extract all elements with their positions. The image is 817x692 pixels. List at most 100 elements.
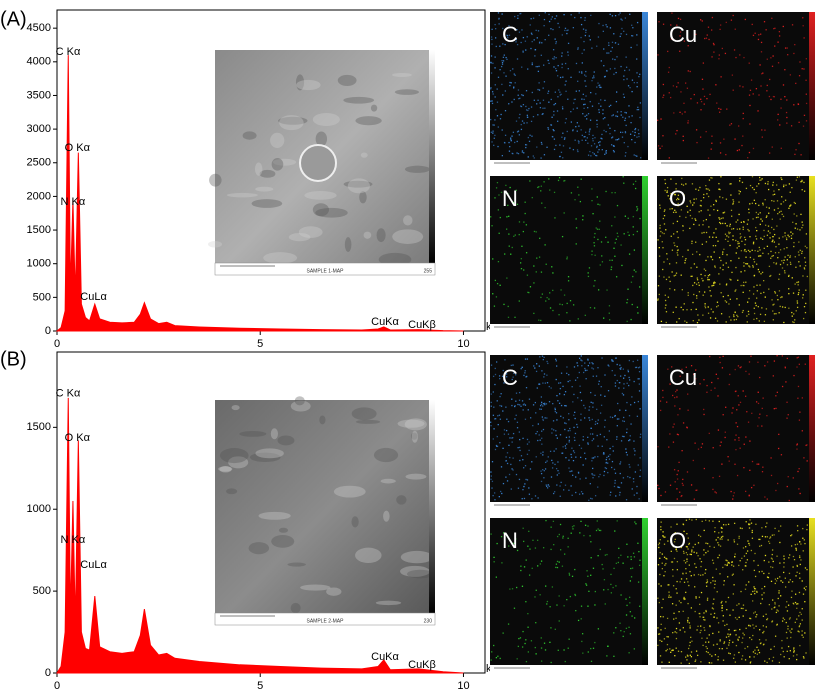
map-dot	[782, 620, 783, 621]
map-dot	[669, 433, 670, 434]
map-dot	[716, 102, 717, 103]
map-dot	[628, 371, 629, 372]
map-dot	[560, 94, 561, 95]
map-dot	[675, 183, 676, 184]
map-dot	[761, 178, 762, 179]
map-dot	[758, 392, 759, 393]
map-dot	[575, 610, 576, 611]
map-dot	[753, 560, 754, 561]
map-dot	[537, 89, 538, 90]
map-dot	[690, 655, 691, 656]
map-dot	[585, 86, 586, 87]
map-dot	[725, 53, 726, 54]
map-dot	[657, 598, 658, 599]
map-dot	[680, 581, 681, 582]
map-dot	[520, 566, 521, 567]
map-dot	[604, 436, 605, 437]
map-dot	[797, 300, 798, 301]
map-dot	[493, 428, 494, 429]
map-dot	[637, 208, 638, 209]
map-dot	[568, 43, 569, 44]
map-dot	[614, 375, 615, 376]
map-dot	[731, 272, 732, 273]
map-dot	[659, 205, 660, 206]
map-dot	[497, 182, 498, 183]
map-dot	[713, 44, 714, 45]
map-dot	[497, 436, 498, 437]
map-dot	[615, 473, 616, 474]
map-dot	[798, 251, 799, 252]
map-dot	[726, 108, 727, 109]
map-dot	[774, 194, 775, 195]
map-dot	[496, 445, 497, 446]
map-dot	[519, 439, 520, 440]
sem-texture	[304, 191, 336, 200]
map-dot	[491, 132, 492, 133]
map-dot	[769, 152, 770, 153]
map-dot	[594, 233, 595, 234]
map-dot	[733, 314, 734, 315]
sem-texture	[348, 178, 370, 193]
map-dot	[631, 282, 632, 283]
map-dot	[756, 238, 757, 239]
map-dot	[725, 223, 726, 224]
map-dot	[803, 68, 804, 69]
map-dot	[800, 564, 801, 565]
map-dot	[658, 547, 659, 548]
map-dot	[618, 138, 619, 139]
map-dot	[725, 601, 726, 602]
map-dot	[690, 642, 691, 643]
map-dot	[593, 368, 594, 369]
map-dot	[525, 147, 526, 148]
map-dot	[631, 396, 632, 397]
map-dot	[708, 275, 709, 276]
map-dot	[743, 262, 744, 263]
map-dot	[679, 318, 680, 319]
map-dot	[777, 392, 778, 393]
map-dot	[738, 538, 739, 539]
map-dot	[665, 628, 666, 629]
map-dot	[517, 658, 518, 659]
map-dot	[563, 417, 564, 418]
map-dot	[735, 289, 736, 290]
map-dot	[588, 113, 589, 114]
map-dot	[767, 536, 768, 537]
map-dot	[762, 253, 763, 254]
map-color-bar	[642, 176, 648, 324]
y-tick-label: 1000	[27, 258, 51, 270]
map-dot	[739, 228, 740, 229]
sem-texture	[208, 241, 222, 248]
map-dot	[613, 248, 614, 249]
map-dot	[801, 253, 802, 254]
map-dot	[703, 612, 704, 613]
map-dot	[594, 245, 595, 246]
map-dot	[740, 285, 741, 286]
map-dot	[704, 38, 705, 39]
map-dot	[690, 202, 691, 203]
map-dot	[751, 550, 752, 551]
map-dot	[568, 55, 569, 56]
map-dot	[762, 239, 763, 240]
map-dot	[559, 561, 560, 562]
map-dot	[785, 200, 786, 201]
map-dot	[514, 418, 515, 419]
map-dot	[781, 196, 782, 197]
map-dot	[787, 47, 788, 48]
sem-texture	[227, 193, 258, 197]
map-dot	[791, 545, 792, 546]
map-dot	[676, 588, 677, 589]
map-dot	[587, 525, 588, 526]
map-dot	[522, 52, 523, 53]
map-dot	[722, 251, 723, 252]
map-dot	[712, 607, 713, 608]
sem-texture	[278, 436, 295, 446]
map-dot	[511, 405, 512, 406]
map-dot	[532, 568, 533, 569]
map-dot	[684, 111, 685, 112]
map-dot	[583, 108, 584, 109]
map-dot	[585, 71, 586, 72]
map-dot	[621, 114, 622, 115]
map-dot	[799, 592, 800, 593]
map-dot	[751, 413, 752, 414]
map-dot	[535, 412, 536, 413]
